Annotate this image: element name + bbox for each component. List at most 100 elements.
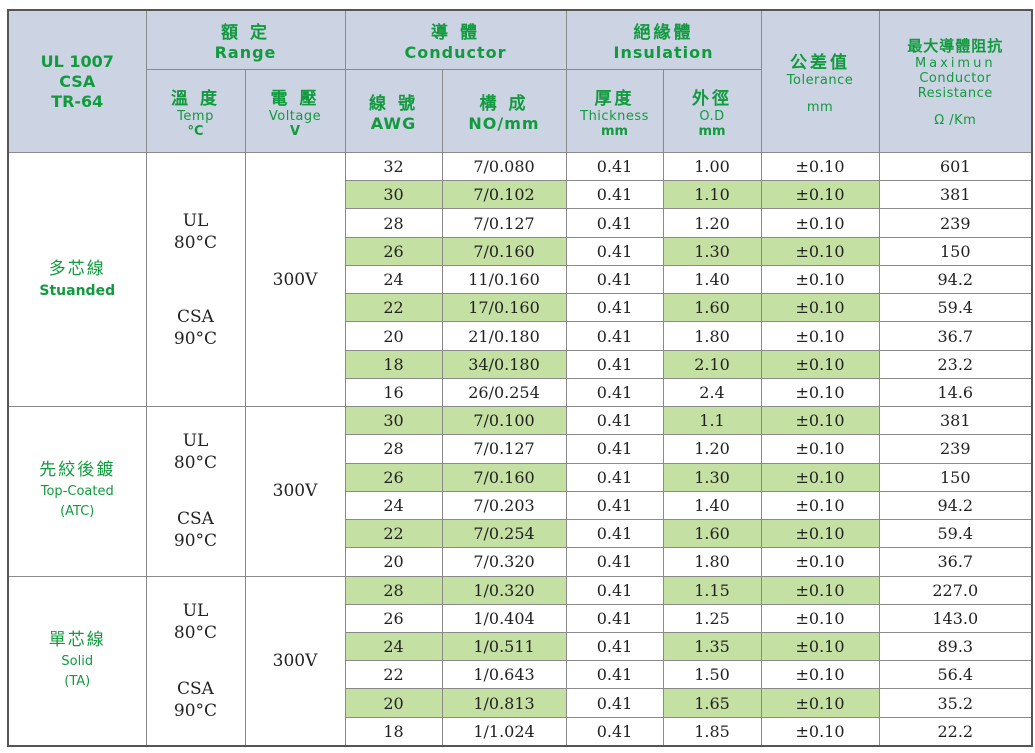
awg-cell: 26 [344,462,443,492]
awg-header-en: AWG [370,114,417,133]
tolerance-cell: ±0.10 [760,377,880,408]
thickness-cell: 0.41 [565,180,664,210]
awg-cell: 28 [344,434,443,464]
insulation-header-zh: 絕緣體 [633,23,694,43]
wire-type-cell: 先絞後鍍 Top-Coated (ATC) [7,406,147,577]
resistance-header-en1: Maximun [914,56,996,71]
construction-cell: 17/0.160 [441,293,567,323]
table-row: 22 7/0.254 0.41 1.60 ±0.10 59.4 [8,519,1033,549]
thickness-cell: 0.41 [565,547,664,577]
resistance-cell: 94.2 [878,490,1033,521]
awg-cell: 24 [344,264,443,295]
tolerance-cell: ±0.10 [760,180,880,210]
wire-type-cell: 單芯線 Solid (TA) [7,575,147,747]
awg-cell: 28 [344,575,443,605]
voltage-cell: 300V [244,575,346,747]
construction-cell: 7/0.203 [441,490,567,521]
resistance-cell: 239 [878,208,1033,238]
resistance-header-en2: Conductor [919,71,992,86]
resistance-cell: 150 [878,236,1033,266]
tolerance-header-unit: mm [806,100,834,115]
ul-label: UL [182,431,209,452]
od-cell: 1.80 [662,321,762,351]
thickness-cell: 0.41 [565,519,664,549]
standard-line: TR-64 [51,91,104,111]
od-cell: 1.30 [662,236,762,266]
resistance-cell: 56.4 [878,660,1033,690]
csa-temp: 90°C [173,700,218,721]
voltage-cell: 300V [244,151,346,408]
awg-cell: 22 [344,293,443,323]
table-row: 28 7/0.127 0.41 1.20 ±0.10 239 [8,434,1033,464]
awg-cell: 28 [344,208,443,238]
voltage-cell: 300V [244,406,346,577]
construction-cell: 7/0.254 [441,519,567,549]
tolerance-cell: ±0.10 [760,575,880,605]
awg-cell: 22 [344,519,443,549]
awg-cell: 18 [344,349,443,379]
wire-type-zh: 多芯線 [48,258,106,279]
thickness-cell: 0.41 [565,660,664,690]
thickness-cell: 0.41 [565,264,664,295]
tolerance-cell: ±0.10 [760,716,880,747]
awg-cell: 24 [344,631,443,662]
od-cell: 1.80 [662,547,762,577]
resistance-cell: 227.0 [878,575,1033,605]
od-cell: 1.65 [662,688,762,718]
resistance-cell: 239 [878,434,1033,464]
thickness-cell: 0.41 [565,688,664,718]
tolerance-cell: ±0.10 [760,631,880,662]
od-cell: 1.85 [662,716,762,747]
construction-cell: 7/0.127 [441,434,567,464]
tolerance-cell: ±0.10 [760,434,880,464]
table-row: 22 17/0.160 0.41 1.60 ±0.10 59.4 [8,293,1033,323]
tolerance-cell: ±0.10 [760,321,880,351]
csa-label: CSA [177,678,214,699]
table-row: 26 1/0.404 0.41 1.25 ±0.10 143.0 [8,603,1033,633]
resistance-cell: 94.2 [878,264,1033,295]
awg-cell: 18 [344,716,443,747]
tolerance-cell: ±0.10 [760,293,880,323]
table-row: 24 7/0.203 0.41 1.40 ±0.10 94.2 [8,490,1033,521]
od-cell: 1.60 [662,293,762,323]
resistance-cell: 59.4 [878,293,1033,323]
tolerance-header: 公差值 Tolerance mm [760,9,880,153]
thickness-header-en: Thickness [580,108,649,124]
od-header-zh: 外徑 [692,88,733,109]
resistance-header-en3: Resistance [917,86,993,101]
table-row: 28 7/0.127 0.41 1.20 ±0.10 239 [8,208,1033,238]
table-row: 24 1/0.511 0.41 1.35 ±0.10 89.3 [8,631,1033,662]
od-cell: 1.20 [662,434,762,464]
construction-header: 構 成 NO/mm [441,69,567,153]
resistance-cell: 35.2 [878,688,1033,718]
tolerance-header-zh: 公差值 [790,53,851,73]
temp-header-zh: 溫 度 [171,88,220,109]
insulation-header-en: Insulation [613,43,714,62]
standard-header: UL 1007 CSA TR-64 [7,9,147,153]
construction-cell: 34/0.180 [441,349,567,379]
resistance-cell: 22.2 [878,716,1033,747]
table-row: 先絞後鍍 Top-Coated (ATC) UL 80°C CSA 90°C 300V 30 7/… [7,406,1033,577]
wire-type-cell: 多芯線 Stuanded [7,151,147,408]
standard-line: UL 1007 [40,51,114,71]
temp-range-cell: UL 80°C CSA 90°C [145,406,246,577]
construction-cell: 1/0.643 [441,660,567,690]
od-cell: 1.00 [662,151,762,182]
resistance-cell: 143.0 [878,603,1033,633]
voltage-header-unit: V [289,123,301,139]
csa-label: CSA [177,509,214,530]
thickness-cell: 0.41 [565,208,664,238]
thickness-cell: 0.41 [565,377,664,408]
table-row: 16 26/0.254 0.41 2.4 ±0.10 14.6 [8,377,1033,408]
thickness-cell: 0.41 [565,603,664,633]
thickness-cell: 0.41 [565,462,664,492]
resistance-cell: 36.7 [878,547,1033,577]
range-header-zh: 額 定 [221,23,270,43]
temp-range-cell: UL 80°C CSA 90°C [145,151,246,408]
resistance-cell: 14.6 [878,377,1033,408]
thickness-cell: 0.41 [565,151,664,182]
construction-cell: 7/0.100 [441,406,567,436]
construction-cell: 7/0.160 [441,236,567,266]
thickness-cell: 0.41 [565,434,664,464]
wire-type-en2: (ATC) [60,504,95,520]
